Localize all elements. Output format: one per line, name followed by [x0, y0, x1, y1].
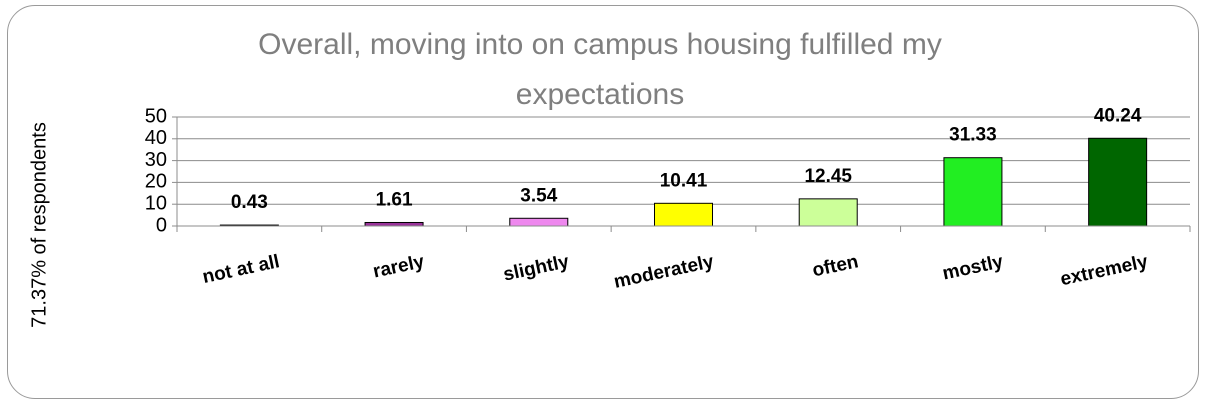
- value-label: 0.43: [231, 192, 268, 213]
- x-tick-label: mostly: [941, 251, 1006, 284]
- y-tick-label: 20: [145, 171, 167, 193]
- y-tick-label: 40: [145, 127, 167, 149]
- x-tick-label: not at all: [201, 251, 282, 288]
- value-label: 40.24: [1094, 105, 1142, 126]
- bar: [943, 157, 1003, 227]
- y-tick-label: 30: [145, 149, 167, 171]
- x-tick-label: slightly: [501, 251, 571, 285]
- y-tick-label: 0: [156, 214, 167, 236]
- value-label: 12.45: [804, 166, 852, 187]
- bar: [364, 221, 424, 227]
- x-tick-label: extremely: [1059, 251, 1151, 290]
- x-tick-label: rarely: [371, 251, 426, 282]
- bar: [798, 198, 858, 227]
- x-tick-label: often: [811, 251, 861, 281]
- value-label: 31.33: [949, 125, 997, 146]
- value-label: 1.61: [376, 190, 413, 211]
- bar: [654, 202, 713, 227]
- chart-frame: [7, 5, 1199, 399]
- y-tick-label: 10: [145, 192, 167, 214]
- bar: [1088, 137, 1148, 227]
- value-label: 10.41: [660, 170, 708, 191]
- value-label: 3.54: [520, 185, 557, 206]
- chart-title: Overall, moving into on campus housing f…: [258, 28, 942, 111]
- y-axis-label: 71.37% of respondents: [28, 122, 50, 328]
- x-tick-label: moderately: [612, 251, 716, 293]
- bar: [509, 217, 569, 227]
- y-tick-label: 50: [145, 105, 167, 127]
